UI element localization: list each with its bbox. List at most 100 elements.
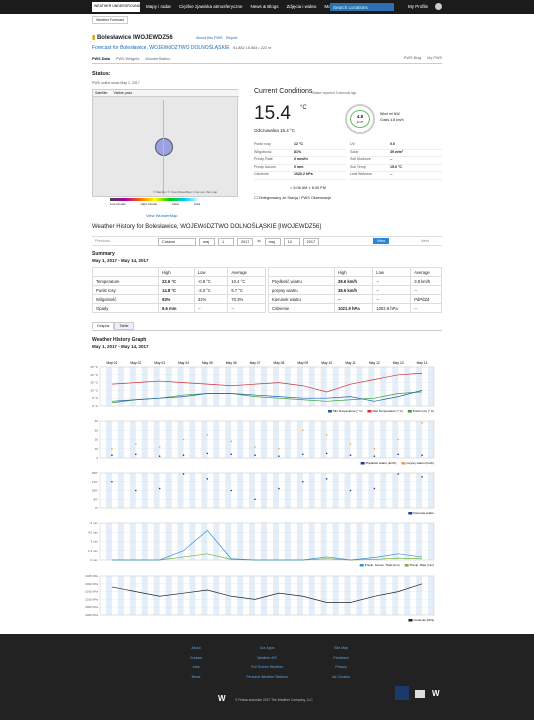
view-button[interactable]: View [373,237,390,244]
condition-label: Soil Moisture [350,157,371,161]
footer-link[interactable]: Ad Choices [332,674,350,679]
legend-label: Cold [193,202,200,206]
footer-link[interactable]: News [191,674,201,679]
footer-link[interactable]: Feedback [333,655,349,660]
series-dot [134,453,137,456]
control[interactable]: 2017 [237,237,254,246]
footer-link[interactable]: Weather API [257,655,277,660]
footer-link[interactable]: Privacy [335,665,347,669]
view-tab[interactable]: Graphs [92,322,115,329]
footer-link[interactable]: Jobs [192,665,200,669]
current-title: Current Conditions [254,88,313,95]
series-dot [373,487,376,490]
tab[interactable]: WunderStation [145,57,171,61]
y-tick-label: 4.5 mm [88,530,99,534]
next[interactable]: Next [421,239,429,243]
series-dot [182,438,185,441]
control[interactable]: to [257,238,261,243]
profile[interactable]: My Profile [408,4,429,9]
footer-link[interactable]: About [191,646,201,650]
y-tick-label: 25 °C [90,365,98,369]
footer-link[interactable]: Contact [190,655,203,660]
map-tab[interactable]: Visible pass [113,90,133,95]
control[interactable]: Custom [158,237,196,246]
series-dot [182,473,185,475]
summary-row: Prędkość wiatru 38.6 km/h -- 3.8 km/h [268,276,442,286]
conditions-left: Punkt rosy 12 °C Wilgotność 81% Precip Rate 0… [254,142,346,180]
view-tab[interactable]: Table [114,322,134,330]
condition-value: 15.6 °C [390,164,403,169]
y-tick-label: 20 [95,438,99,442]
summary-range: May 1, 2017 - May 14, 2017 [92,258,149,263]
nav-item[interactable]: Ciężkie zjawiska atmosferyczne [179,4,243,9]
series-dot [206,452,209,455]
condition-label: Punkt rosy [254,142,271,146]
series-dot [278,487,280,490]
legend-label: Ciśnienie (hPa) [413,618,434,622]
control[interactable]: maj [199,237,215,246]
settings-icon[interactable] [435,3,442,10]
tab[interactable]: PWS Widgets [115,57,140,61]
stripe [272,576,279,615]
station-title: Bolesławice IWOJEWDZ56 [96,35,173,41]
footer-col: Our Apps Weather API Full Screen Weather Pe… [246,646,288,684]
cloud-legend [110,198,200,201]
stripe [284,367,291,406]
tab[interactable]: PWS Blog [403,56,422,60]
control[interactable]: 14 [283,237,300,246]
control[interactable]: maj [264,237,281,246]
condition-label: Precip Rate [254,157,273,161]
control[interactable]: 2017 [302,237,320,246]
nav-item[interactable]: Mapy i radar [146,4,172,9]
day-label: May 04 [178,361,189,365]
stripe [320,367,327,406]
day-label: May 01 [107,361,118,365]
footer-link[interactable]: Site Map [334,646,348,650]
series-dot [254,446,256,448]
condition-value: 0.0 [390,142,395,146]
condition-value: -- [390,172,393,176]
series-dot [278,447,280,450]
map-tab[interactable]: Satellite [95,90,108,95]
condition-label: UV [350,142,355,146]
forecast-link[interactable]: Forecast for Bolesławice, WOJEWóDZTWO DO… [92,45,230,51]
about-link[interactable]: About this PWS [196,36,223,40]
map-tabs: Satellite Visible pass [95,91,138,95]
twc-logo [395,686,409,700]
series-dot [325,434,328,436]
copyright: © Prawa autorskie 2017 The Weather Compa… [235,698,313,702]
series-dot [158,446,161,448]
stripe [105,367,112,406]
stripe [380,576,387,615]
series-dot [421,422,423,424]
map[interactable]: © Mapbox © OpenStreetMap | Improve this … [92,89,239,197]
control[interactable]: 1 [218,237,234,246]
legend-swatch [359,564,364,567]
condition-row: Leaf Wetness -- [350,172,442,180]
footer-link[interactable]: Full Screen Weather [251,665,283,669]
prev[interactable]: Previous [95,239,110,243]
nav-item[interactable]: News & Blogs [250,4,279,9]
date-controls: Custom maj 1 2017 to maj 14 2017 [158,237,320,246]
report-link[interactable]: Report [226,36,238,40]
stripe [189,367,196,406]
nav-item[interactable]: More [324,4,334,9]
nav-item[interactable]: Zdjęcia i wideo [286,4,317,9]
checkbox-row[interactable]: ☐ Zintegrowany ze Stacją / PWS Obserwacj… [254,196,331,200]
tab[interactable]: PWS Data [92,57,110,61]
breadcrumb[interactable]: Weather Forecast [92,16,128,24]
road [163,100,164,195]
stripe [356,367,363,406]
series-line [111,372,423,393]
search[interactable]: Search Locations [330,3,394,11]
series-dot [421,476,423,478]
wundermap-link[interactable]: View WunderMap [146,213,178,218]
footer-link[interactable]: Personal Weather Stations [246,674,288,679]
series-dot [421,454,423,457]
stripe [129,576,136,615]
tab[interactable]: My PWS [427,56,442,60]
logo[interactable]: WEATHER UNDERGROUND [92,2,140,12]
footer-link[interactable]: Our Apps [259,646,275,650]
legend-swatch [327,410,332,413]
